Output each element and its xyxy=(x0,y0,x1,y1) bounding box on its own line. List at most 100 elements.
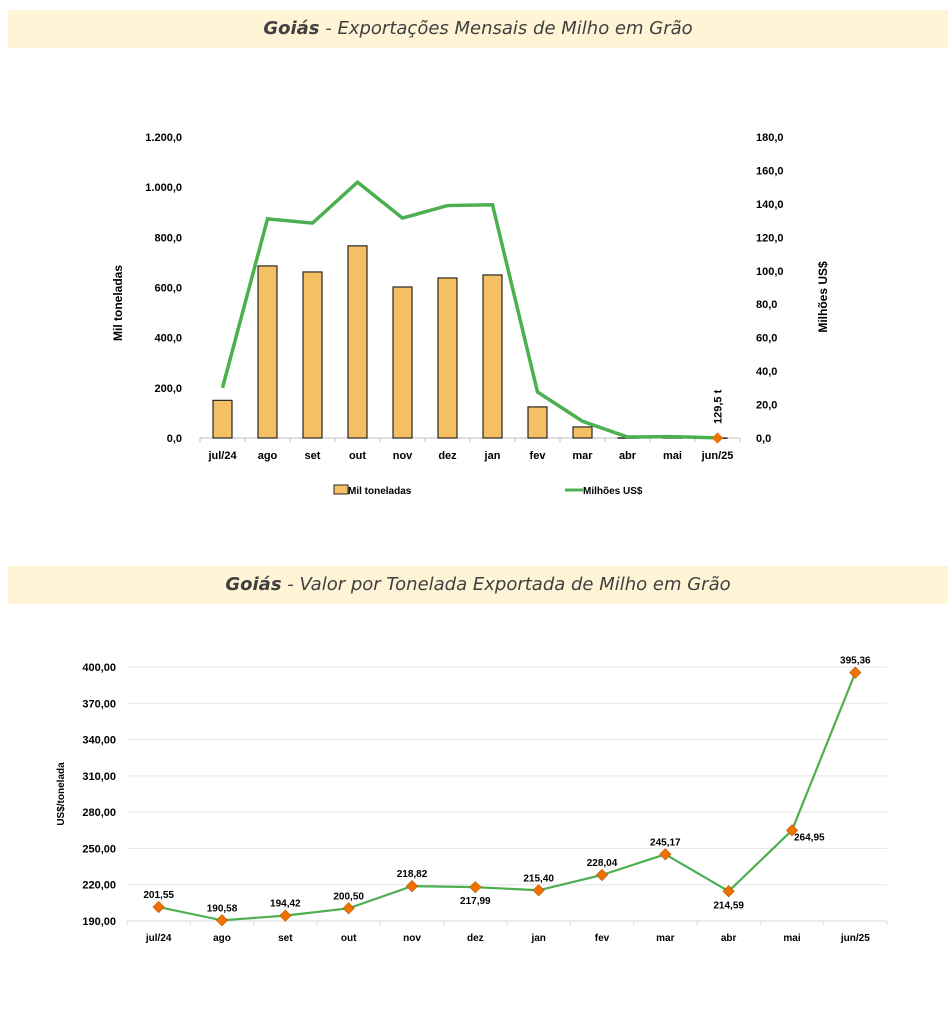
y-axis-title: Mil toneladas xyxy=(111,265,125,341)
data-label: 194,42 xyxy=(270,899,301,910)
data-label: 190,58 xyxy=(207,903,238,914)
data-label: 245,17 xyxy=(650,837,681,848)
data-point-marker xyxy=(405,880,419,893)
y-tick-label: 0,0 xyxy=(167,433,182,445)
bar xyxy=(212,399,233,439)
y2-tick-label: 180,0 xyxy=(756,132,784,144)
banner-state: Goiás xyxy=(263,18,320,39)
data-label: 214,59 xyxy=(713,900,744,911)
data-point-marker xyxy=(469,881,482,894)
data-point-marker xyxy=(659,848,672,861)
bar xyxy=(572,426,593,439)
bar xyxy=(392,286,413,439)
data-label: 264,95 xyxy=(794,832,825,843)
x-tick-label: jul/24 xyxy=(207,450,237,462)
y2-tick-label: 20,0 xyxy=(756,400,777,412)
x-tick-label: mai xyxy=(663,450,682,462)
bar xyxy=(482,274,503,439)
x-tick-label: fev xyxy=(530,450,547,462)
x-tick-label: jun/25 xyxy=(840,933,870,944)
x-tick-label: ago xyxy=(213,933,231,944)
data-point-marker xyxy=(152,900,165,914)
bar xyxy=(257,265,278,439)
y-tick-label: 400,0 xyxy=(154,333,182,345)
x-tick-label: mar xyxy=(656,933,674,944)
data-label: 215,40 xyxy=(523,873,554,884)
y-tick-label: 400,00 xyxy=(82,662,116,674)
y-tick-label: 340,00 xyxy=(82,735,116,747)
x-tick-label: jul/24 xyxy=(145,933,172,944)
bar xyxy=(302,271,323,439)
y-tick-label: 370,00 xyxy=(82,698,116,710)
y2-tick-label: 100,0 xyxy=(756,266,784,278)
y-tick-label: 1.200,0 xyxy=(145,132,182,144)
data-point-marker xyxy=(342,902,355,915)
legend: Mil toneladas Milhões US$ xyxy=(333,484,643,497)
legend-label-line: Milhões US$ xyxy=(583,486,643,497)
data-label: 201,55 xyxy=(143,890,174,901)
y-tick-label: 280,00 xyxy=(82,807,116,819)
banner-title: Exportações Mensais de Milho em Grão xyxy=(337,18,693,39)
data-label: 228,04 xyxy=(587,858,618,869)
y2-tick-label: 80,0 xyxy=(756,299,777,311)
y2-tick-label: 120,0 xyxy=(756,232,784,244)
data-label: 217,99 xyxy=(460,896,491,907)
data-label: 218,82 xyxy=(397,869,428,880)
y2-tick-label: 60,0 xyxy=(756,333,777,345)
banner-state: Goiás xyxy=(225,574,282,595)
bar xyxy=(347,245,368,439)
x-tick-label: ago xyxy=(258,450,278,462)
x-tick-label: nov xyxy=(393,450,413,462)
x-tick-label: dez xyxy=(467,933,484,944)
x-tick-label: jan xyxy=(484,450,501,462)
x-tick-label: set xyxy=(278,933,293,944)
x-tick-label: jan xyxy=(530,933,545,944)
y2-tick-label: 40,0 xyxy=(756,366,777,378)
chart2-title-banner: Goiás - Valor por Tonelada Exportada de … xyxy=(8,566,948,604)
data-point-marker xyxy=(722,885,735,898)
data-point-marker xyxy=(215,914,229,927)
y2-axis-title: Milhões US$ xyxy=(816,261,830,333)
y-tick-label: 600,0 xyxy=(154,283,182,295)
y-axis-title: US$/tonelada xyxy=(56,762,67,826)
data-point-marker xyxy=(532,884,545,897)
y2-tick-label: 0,0 xyxy=(756,433,771,445)
y-tick-label: 310,00 xyxy=(82,771,116,783)
series-line-milhoes-usd xyxy=(220,179,718,440)
legend-label-bar: Mil toneladas xyxy=(348,486,412,497)
data-label: 200,50 xyxy=(333,891,364,902)
data-point-marker xyxy=(849,666,862,679)
y-tick-label: 200,0 xyxy=(154,383,182,395)
y-tick-label: 250,00 xyxy=(82,843,116,855)
y-tick-label: 1.000,0 xyxy=(145,182,182,194)
y2-tick-label: 160,0 xyxy=(756,165,784,177)
data-point-marker xyxy=(595,868,609,882)
banner-separator: - xyxy=(281,574,300,595)
legend-swatch-bar xyxy=(333,484,349,495)
bar xyxy=(437,277,458,439)
y-tick-label: 800,0 xyxy=(154,232,182,244)
banner-title: Valor por Tonelada Exportada de Milho em… xyxy=(299,574,731,595)
y-tick-label: 190,00 xyxy=(82,916,116,928)
y2-tick-label: 140,0 xyxy=(756,199,784,211)
x-tick-label: fev xyxy=(595,933,610,944)
bar xyxy=(527,406,548,439)
data-label: 395,36 xyxy=(840,656,871,667)
data-point-marker xyxy=(785,824,799,837)
x-tick-label: abr xyxy=(721,933,737,944)
x-tick-label: mar xyxy=(572,450,593,462)
x-tick-label: abr xyxy=(619,450,637,462)
x-tick-label: out xyxy=(349,450,366,462)
exports-bar-line-chart: 0,0 200,0 400,0 600,0 800,0 1.000,0 1.200,0 0,… xyxy=(111,132,830,497)
x-tick-label: mai xyxy=(783,933,800,944)
series-line-usd-per-ton xyxy=(158,672,857,922)
chart1-title-banner: Goiás - Exportações Mensais de Milho em … xyxy=(8,10,948,48)
data-point-marker xyxy=(279,909,292,922)
y-tick-label: 220,00 xyxy=(82,880,116,892)
annotation-marker xyxy=(711,432,724,444)
x-tick-label: jun/25 xyxy=(701,450,734,462)
x-tick-label: dez xyxy=(438,450,457,462)
x-tick-label: nov xyxy=(403,933,421,944)
x-tick-label: set xyxy=(305,450,321,462)
banner-separator: - xyxy=(319,18,338,39)
